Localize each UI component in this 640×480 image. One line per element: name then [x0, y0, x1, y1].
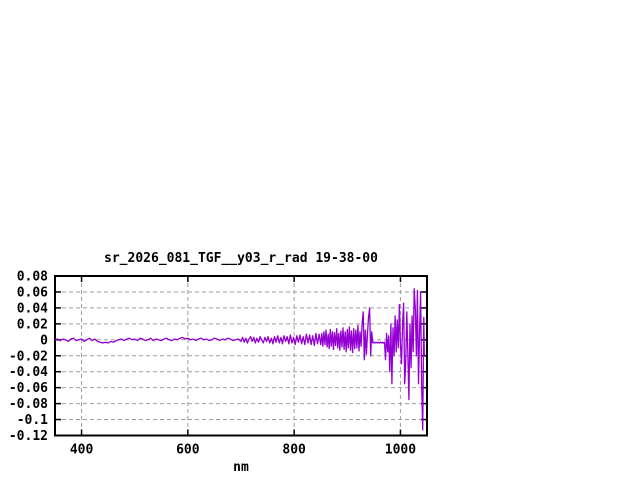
y-tick-label: 0.04 [17, 301, 48, 316]
spectrum-line [54, 288, 425, 431]
y-tick-label: -0.08 [9, 397, 48, 412]
x-tick-label: 800 [282, 443, 306, 458]
y-tick-label: 0.08 [17, 270, 48, 285]
y-tick-label: 0.06 [17, 285, 48, 300]
y-tick-label: -0.02 [9, 349, 48, 364]
x-axis-label: nm [233, 460, 249, 475]
y-tick-label: -0.04 [9, 365, 48, 380]
y-tick-label: -0.1 [17, 413, 48, 428]
y-tick-label: 0 [40, 333, 48, 348]
data-series [54, 288, 425, 431]
x-tick-label: 600 [176, 443, 200, 458]
plot-frame [54, 275, 428, 437]
y-tick-label: 0.02 [17, 317, 48, 332]
chart-title: sr_2026_081_TGF__y03_r_rad 19-38-00 [104, 251, 378, 266]
tick-labels: 0.080.060.040.020-0.02-0.04-0.06-0.08-0.… [9, 270, 416, 458]
y-tick-label: -0.12 [9, 429, 48, 444]
x-tick-label: 1000 [385, 443, 416, 458]
y-tick-label: -0.06 [9, 381, 48, 396]
plot-border [54, 275, 428, 437]
x-tick-label: 400 [70, 443, 94, 458]
